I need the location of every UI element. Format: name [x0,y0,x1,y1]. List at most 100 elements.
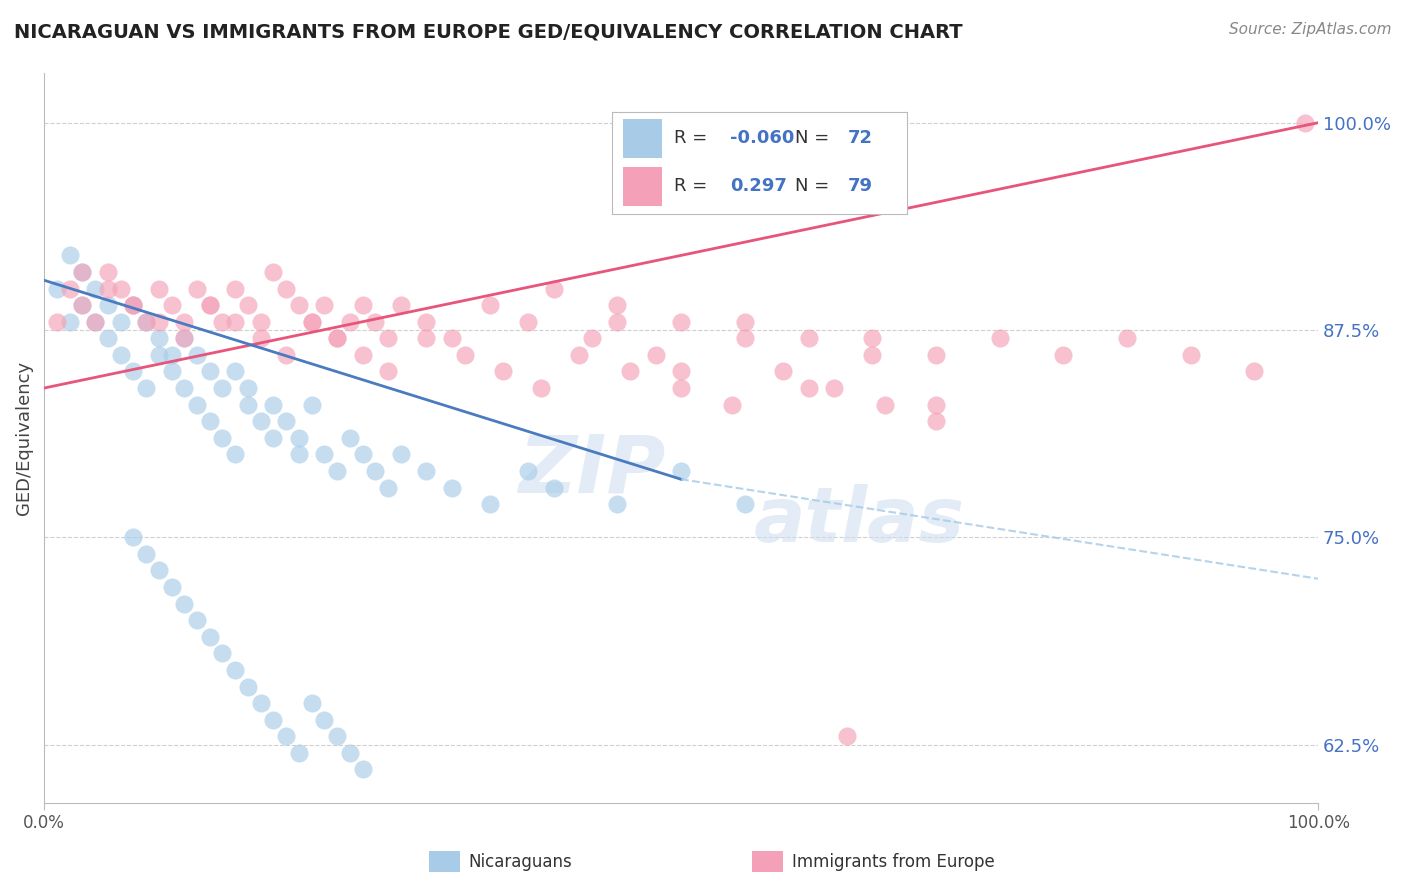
Point [314,298,336,312]
Point [492,364,515,378]
Point [479,497,502,511]
Point [326,729,349,743]
Point [122,298,145,312]
Point [543,481,565,495]
Point [135,315,157,329]
Point [135,381,157,395]
Point [276,414,298,428]
Point [581,331,603,345]
Bar [623,119,662,158]
Point [211,646,233,660]
Point [160,348,183,362]
Point [377,331,399,345]
Point [301,315,323,329]
Point [97,265,120,279]
Point [122,298,145,312]
Point [823,381,845,395]
Point [364,315,387,329]
Point [835,729,858,743]
Point [198,630,221,644]
Point [352,298,374,312]
Point [1052,348,1074,362]
Point [72,265,94,279]
Point [1294,116,1316,130]
Text: 72: 72 [848,129,873,147]
Point [72,265,94,279]
Point [122,364,145,378]
Text: R =: R = [673,178,713,195]
Point [276,281,298,295]
Point [97,298,120,312]
Point [262,431,284,445]
Text: NICARAGUAN VS IMMIGRANTS FROM EUROPE GED/EQUIVALENCY CORRELATION CHART: NICARAGUAN VS IMMIGRANTS FROM EUROPE GED… [14,22,963,41]
Point [262,398,284,412]
Point [224,315,246,329]
Point [669,364,692,378]
Point [352,348,374,362]
Y-axis label: GED/Equivalency: GED/Equivalency [15,360,32,515]
Point [45,315,67,329]
Point [122,530,145,544]
Point [860,348,883,362]
Point [186,348,208,362]
Point [211,381,233,395]
Point [389,298,412,312]
Point [1116,331,1139,345]
Point [339,431,361,445]
Point [288,746,311,760]
Point [160,364,183,378]
Text: atlas: atlas [754,483,965,558]
Point [148,348,170,362]
Point [377,364,399,378]
Point [734,331,756,345]
Point [568,348,591,362]
Point [148,564,170,578]
Text: Nicaraguans: Nicaraguans [468,853,572,871]
Bar [623,167,662,206]
Point [517,315,540,329]
Point [389,447,412,461]
Point [148,331,170,345]
Point [224,281,246,295]
Point [160,580,183,594]
Point [925,398,948,412]
Point [58,281,80,295]
Point [72,298,94,312]
Point [58,248,80,262]
Point [301,696,323,710]
Point [352,763,374,777]
Point [72,298,94,312]
Point [314,447,336,461]
Point [440,481,463,495]
Point [160,298,183,312]
Point [772,364,794,378]
Point [173,331,195,345]
Point [339,315,361,329]
Point [326,331,349,345]
Point [606,315,628,329]
Point [925,414,948,428]
Point [606,298,628,312]
Point [97,331,120,345]
Point [543,281,565,295]
Point [721,398,744,412]
Point [669,381,692,395]
Point [530,381,553,395]
Point [288,431,311,445]
Point [211,431,233,445]
Point [110,315,132,329]
Point [669,464,692,478]
Point [110,281,132,295]
Text: Immigrants from Europe: Immigrants from Europe [792,853,994,871]
Point [224,663,246,677]
Point [135,547,157,561]
Point [301,398,323,412]
Point [148,315,170,329]
Point [276,348,298,362]
Point [97,281,120,295]
Point [1243,364,1265,378]
Point [734,497,756,511]
Point [860,331,883,345]
Point [339,746,361,760]
Point [84,315,107,329]
